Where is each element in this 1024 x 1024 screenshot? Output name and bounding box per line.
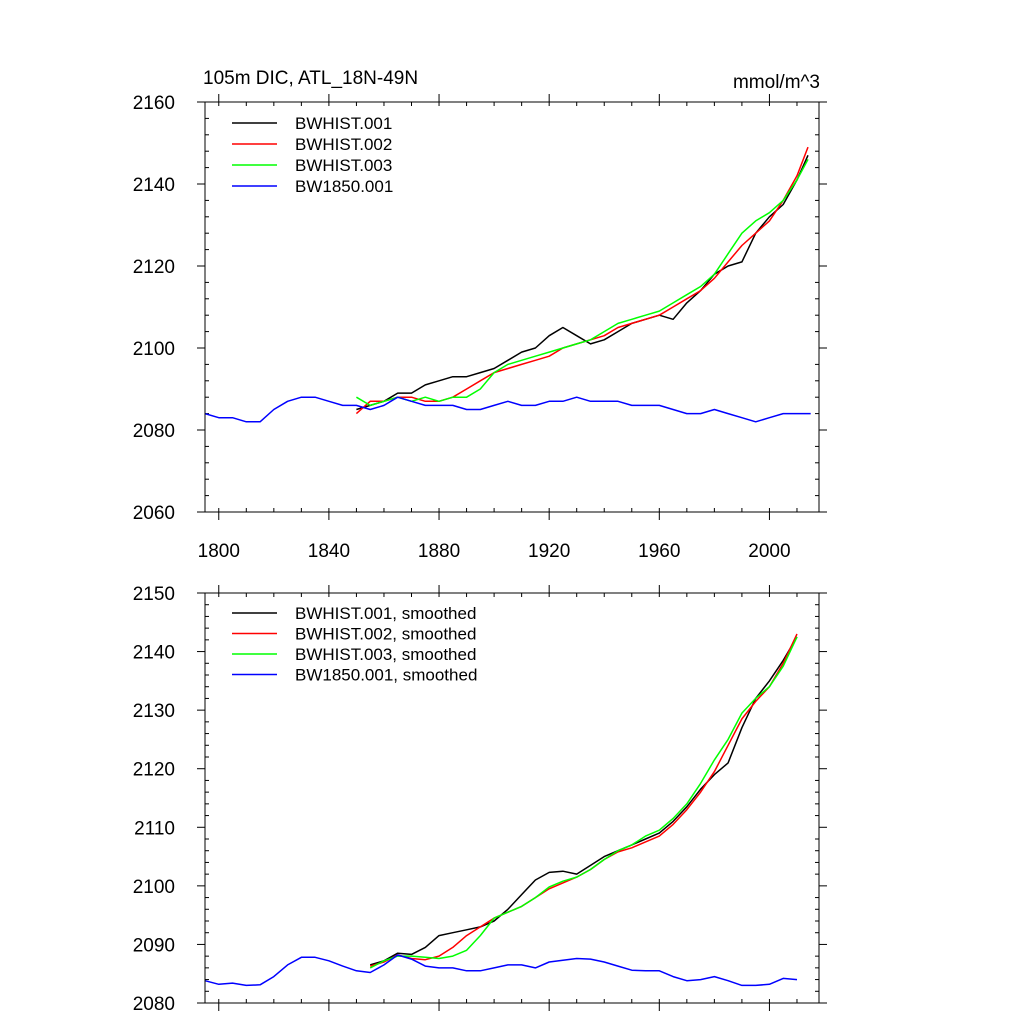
y-tick-label: 2150 [133, 584, 175, 605]
legend-label: BWHIST.003 [295, 156, 392, 175]
y-tick-label: 2110 [134, 818, 175, 839]
bottom-plot-frame [204, 592, 820, 1004]
legend-label: BW1850.001 [295, 177, 393, 196]
y-tick-label: 2100 [133, 877, 175, 898]
y-tick-label: 2140 [133, 643, 175, 664]
y-tick-label: 2160 [133, 93, 175, 114]
y-tick-label: 2120 [133, 760, 175, 781]
legend-label: BW1850.001, smoothed [295, 666, 477, 685]
x-tick-label: 2000 [748, 541, 790, 562]
y-tick-label: 2080 [133, 421, 175, 442]
bottom-chart-panel: 2080 2090 2100 2110 2120 2130 2140 2150 BWHIST.… [133, 584, 827, 1015]
series-line-bwhist-001 [356, 154, 809, 411]
legend-label: BWHIST.003, smoothed [295, 645, 476, 664]
x-tick-label: 1800 [198, 541, 240, 562]
top-plot-frame [204, 101, 820, 513]
y-tick-label: 2120 [133, 257, 175, 278]
y-tick-label: 2100 [133, 339, 175, 360]
y-tick-label: 2140 [133, 175, 175, 196]
x-tick-label: 1920 [528, 541, 570, 562]
legend-label: BWHIST.002 [295, 135, 392, 154]
top-chart-title: 105m DIC, ATL_18N-49N [203, 68, 418, 89]
x-tick-label: 1840 [308, 541, 350, 562]
x-tick-label: 1960 [638, 541, 680, 562]
x-tick-label: 1880 [418, 541, 460, 562]
series-line-bwhist-003 [356, 159, 809, 407]
series-line-bwhist-001-smoothed [369, 636, 798, 966]
top-chart-panel: 105m DIC, ATL_18N-49N mmol/m^3 1800 1840 1… [133, 68, 827, 562]
y-tick-label: 2080 [133, 994, 175, 1015]
legend-label: BWHIST.001 [295, 114, 392, 133]
series-line-bwhist-003-smoothed [369, 636, 798, 969]
y-tick-label: 2090 [133, 935, 175, 956]
y-tick-label: 2130 [133, 701, 175, 722]
series-line-bw1850-001-smoothed [204, 954, 798, 987]
y-tick-label: 2060 [133, 503, 175, 524]
legend-label: BWHIST.001, smoothed [295, 604, 476, 623]
top-chart-units: mmol/m^3 [733, 72, 820, 93]
legend-label: BWHIST.002, smoothed [295, 625, 476, 644]
series-line-bwhist-002 [355, 146, 809, 415]
series-line-bw1850-001 [204, 396, 811, 423]
